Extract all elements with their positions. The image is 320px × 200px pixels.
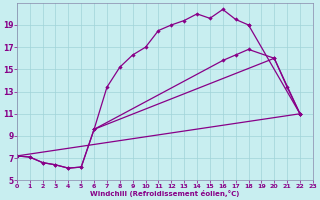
X-axis label: Windchill (Refroidissement éolien,°C): Windchill (Refroidissement éolien,°C) [90, 190, 240, 197]
